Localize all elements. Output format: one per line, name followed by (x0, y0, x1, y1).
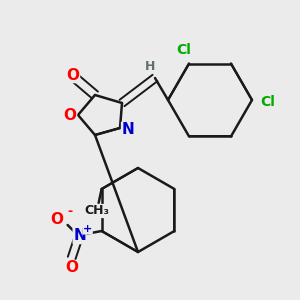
Text: O: O (50, 212, 63, 227)
Text: Cl: Cl (261, 95, 275, 109)
Text: O: O (65, 260, 78, 275)
Text: H: H (145, 59, 155, 73)
Text: O: O (64, 107, 76, 122)
Text: CH₃: CH₃ (84, 205, 109, 218)
Text: Cl: Cl (177, 43, 191, 57)
Text: N: N (122, 122, 134, 137)
Text: O: O (67, 68, 80, 82)
Text: +: + (83, 224, 92, 234)
Text: N: N (73, 229, 86, 244)
Text: -: - (67, 206, 72, 218)
